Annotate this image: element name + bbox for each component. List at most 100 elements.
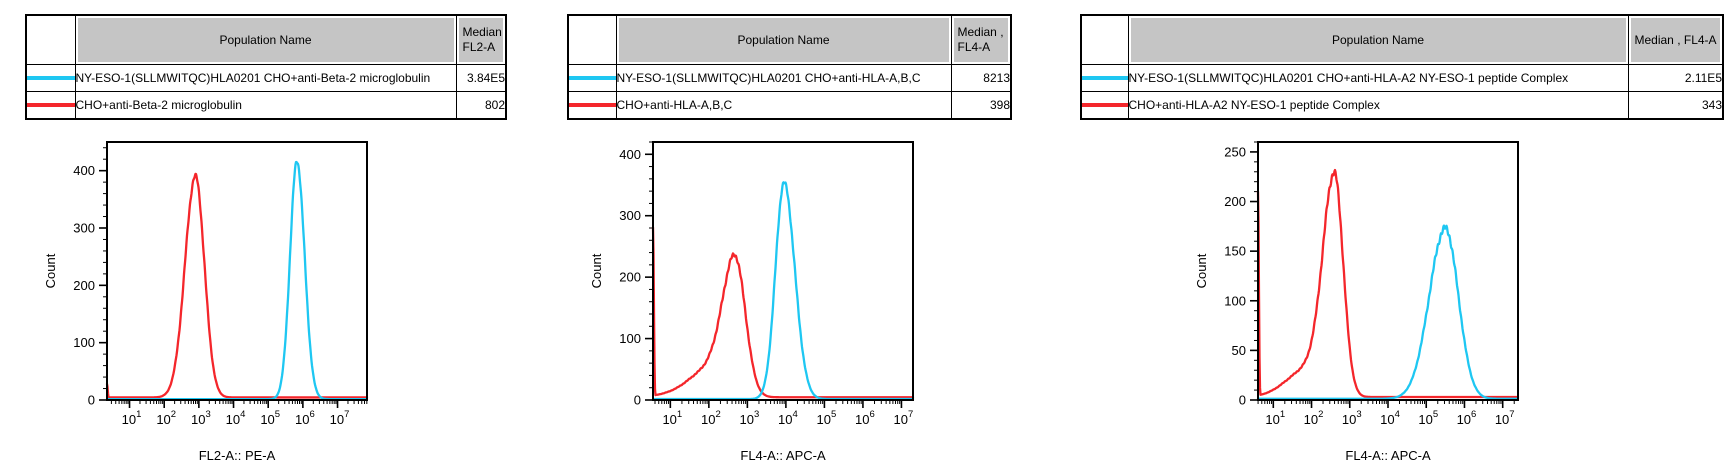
y-tick-label: 300 xyxy=(73,221,95,236)
y-tick-label: 400 xyxy=(73,163,95,178)
y-axis-title: Count xyxy=(43,253,58,288)
x-tick-label: 103 xyxy=(1342,409,1362,427)
population-name: CHO+anti-Beta-2 microglobulin xyxy=(74,91,457,120)
y-tick-label: 200 xyxy=(1224,194,1246,209)
axes: 0 100 200 300 400 101 102 103 104 105 106 107 Count F… xyxy=(589,141,914,463)
y-tick-label: 400 xyxy=(619,147,641,162)
population-name-header: Population Name xyxy=(74,14,457,65)
y-tick-label: 200 xyxy=(73,278,95,293)
y-tick-label: 50 xyxy=(1232,343,1246,358)
median-header-line1: Median , xyxy=(957,25,1004,39)
plot-frame xyxy=(106,141,368,401)
cyan-series-swatch xyxy=(27,76,74,80)
red-series-swatch xyxy=(27,103,74,107)
x-tick-label: 104 xyxy=(1380,409,1400,427)
y-tick-label: 100 xyxy=(1224,293,1246,308)
x-tick-label: 102 xyxy=(1304,409,1324,427)
y-tick-label: 200 xyxy=(619,270,641,285)
histogram-plot-fl4a-apca-hla-abc: 0 100 200 300 400 101 102 103 104 105 106 107 Count F… xyxy=(589,141,915,463)
population-name: NY-ESO-1(SLLMWITQC)HLA0201 CHO+anti-Beta… xyxy=(74,64,457,92)
median-value: 2.11E5 xyxy=(1627,64,1724,92)
x-tick-label: 101 xyxy=(662,409,682,427)
median-header-line1: Median , FL4-A xyxy=(1634,32,1717,47)
plot-frame xyxy=(1257,141,1519,401)
population-name-header-label: Population Name xyxy=(737,33,830,47)
population-name-header: Population Name xyxy=(1127,14,1629,65)
x-tick-label: 107 xyxy=(894,409,914,427)
swatch-header-cell xyxy=(567,14,617,65)
x-tick-label: 104 xyxy=(778,409,798,427)
histogram-curve xyxy=(1256,224,1520,400)
x-tick-label: 102 xyxy=(156,409,176,427)
median-header: Median , FL2-A xyxy=(455,14,507,65)
median-header-line2: FL4-A xyxy=(957,40,991,54)
population-name: NY-ESO-1(SLLMWITQC)HLA0201 CHO+anti-HLA-… xyxy=(1127,64,1629,92)
y-axis-title: Count xyxy=(1194,253,1209,288)
axes: 0 100 200 300 400 101 102 103 104 105 106 107 Count F… xyxy=(43,147,368,463)
series-swatch-cell xyxy=(567,64,617,92)
y-tick-label: 0 xyxy=(634,393,641,408)
histogram-curve xyxy=(651,226,915,399)
x-tick-label: 107 xyxy=(330,409,350,427)
population-name: CHO+anti-HLA-A2 NY-ESO-1 peptide Complex xyxy=(1127,91,1629,120)
series-swatch-cell xyxy=(567,91,617,120)
population-name-header-label: Population Name xyxy=(219,33,312,47)
cyan-series-swatch xyxy=(569,76,615,80)
table-row: NY-ESO-1(SLLMWITQC)HLA0201 CHO+anti-HLA-… xyxy=(1080,64,1724,92)
x-tick-label: 101 xyxy=(122,409,142,427)
x-tick-label: 103 xyxy=(739,409,759,427)
red-series-swatch xyxy=(569,103,615,107)
population-name: CHO+anti-HLA-A,B,C xyxy=(615,91,952,120)
series-swatch-cell xyxy=(25,64,76,92)
x-tick-label: 104 xyxy=(226,409,246,427)
series-swatch-cell xyxy=(1080,91,1129,120)
median-header: Median , FL4-A xyxy=(950,14,1012,65)
histogram-curve xyxy=(1256,168,1520,399)
table-row: CHO+anti-HLA-A2 NY-ESO-1 peptide Complex… xyxy=(1080,91,1724,120)
table-header-row: Population Name Median , FL2-A xyxy=(25,14,507,65)
table-row: CHO+anti-HLA-A,B,C 398 xyxy=(567,91,1012,120)
y-axis-title: Count xyxy=(589,253,604,288)
table-row: NY-ESO-1(SLLMWITQC)HLA0201 CHO+anti-Beta… xyxy=(25,64,507,92)
table-row: NY-ESO-1(SLLMWITQC)HLA0201 CHO+anti-HLA-… xyxy=(567,64,1012,92)
histogram-plot-fl2a-pea: 0 100 200 300 400 101 102 103 104 105 106 107 Count F… xyxy=(43,141,369,463)
median-value: 802 xyxy=(455,91,507,120)
x-axis-title: FL4-A:: APC-A xyxy=(1345,448,1431,463)
x-tick-label: 103 xyxy=(191,409,211,427)
x-axis-title: FL4-A:: APC-A xyxy=(740,448,826,463)
histogram-curve xyxy=(105,172,369,399)
x-tick-label: 102 xyxy=(701,409,721,427)
y-tick-label: 100 xyxy=(619,331,641,346)
y-tick-label: 100 xyxy=(73,335,95,350)
series-swatch-cell xyxy=(1080,64,1129,92)
median-header: Median , FL4-A xyxy=(1627,14,1724,65)
axes: 0 50 100 150 200 250 101 102 103 104 105 106 107 Coun… xyxy=(1194,141,1515,463)
population-name-header: Population Name xyxy=(615,14,952,65)
population-name-header-label: Population Name xyxy=(1331,33,1425,47)
x-tick-label: 106 xyxy=(1457,409,1477,427)
histogram-curve xyxy=(651,181,915,401)
median-header-line1: Median , xyxy=(462,25,506,39)
median-value: 398 xyxy=(950,91,1012,120)
x-tick-label: 105 xyxy=(260,409,280,427)
y-tick-label: 300 xyxy=(619,208,641,223)
histogram-plot-fl4a-apca-peptide-complex: 0 50 100 150 200 250 101 102 103 104 105 106 107 Coun… xyxy=(1194,141,1520,463)
median-value: 343 xyxy=(1627,91,1724,120)
population-name: NY-ESO-1(SLLMWITQC)HLA0201 CHO+anti-HLA-… xyxy=(615,64,952,92)
median-value: 8213 xyxy=(950,64,1012,92)
x-tick-label: 107 xyxy=(1495,409,1515,427)
x-tick-label: 105 xyxy=(817,409,837,427)
y-tick-label: 0 xyxy=(88,393,95,408)
x-tick-label: 105 xyxy=(1418,409,1438,427)
table-header-row: Population Name Median , FL4-A xyxy=(1080,14,1724,65)
plot-frame xyxy=(652,141,914,401)
y-tick-label: 0 xyxy=(1239,393,1246,408)
table-row: CHO+anti-Beta-2 microglobulin 802 xyxy=(25,91,507,120)
median-header-line2: FL2-A xyxy=(462,40,496,54)
x-tick-label: 106 xyxy=(855,409,875,427)
table-header-row: Population Name Median , FL4-A xyxy=(567,14,1012,65)
x-tick-label: 101 xyxy=(1265,409,1285,427)
swatch-header-cell xyxy=(1080,14,1129,65)
population-table-fl4a-peptide-complex: Population Name Median , FL4-A NY-ESO-1(… xyxy=(1080,14,1724,120)
